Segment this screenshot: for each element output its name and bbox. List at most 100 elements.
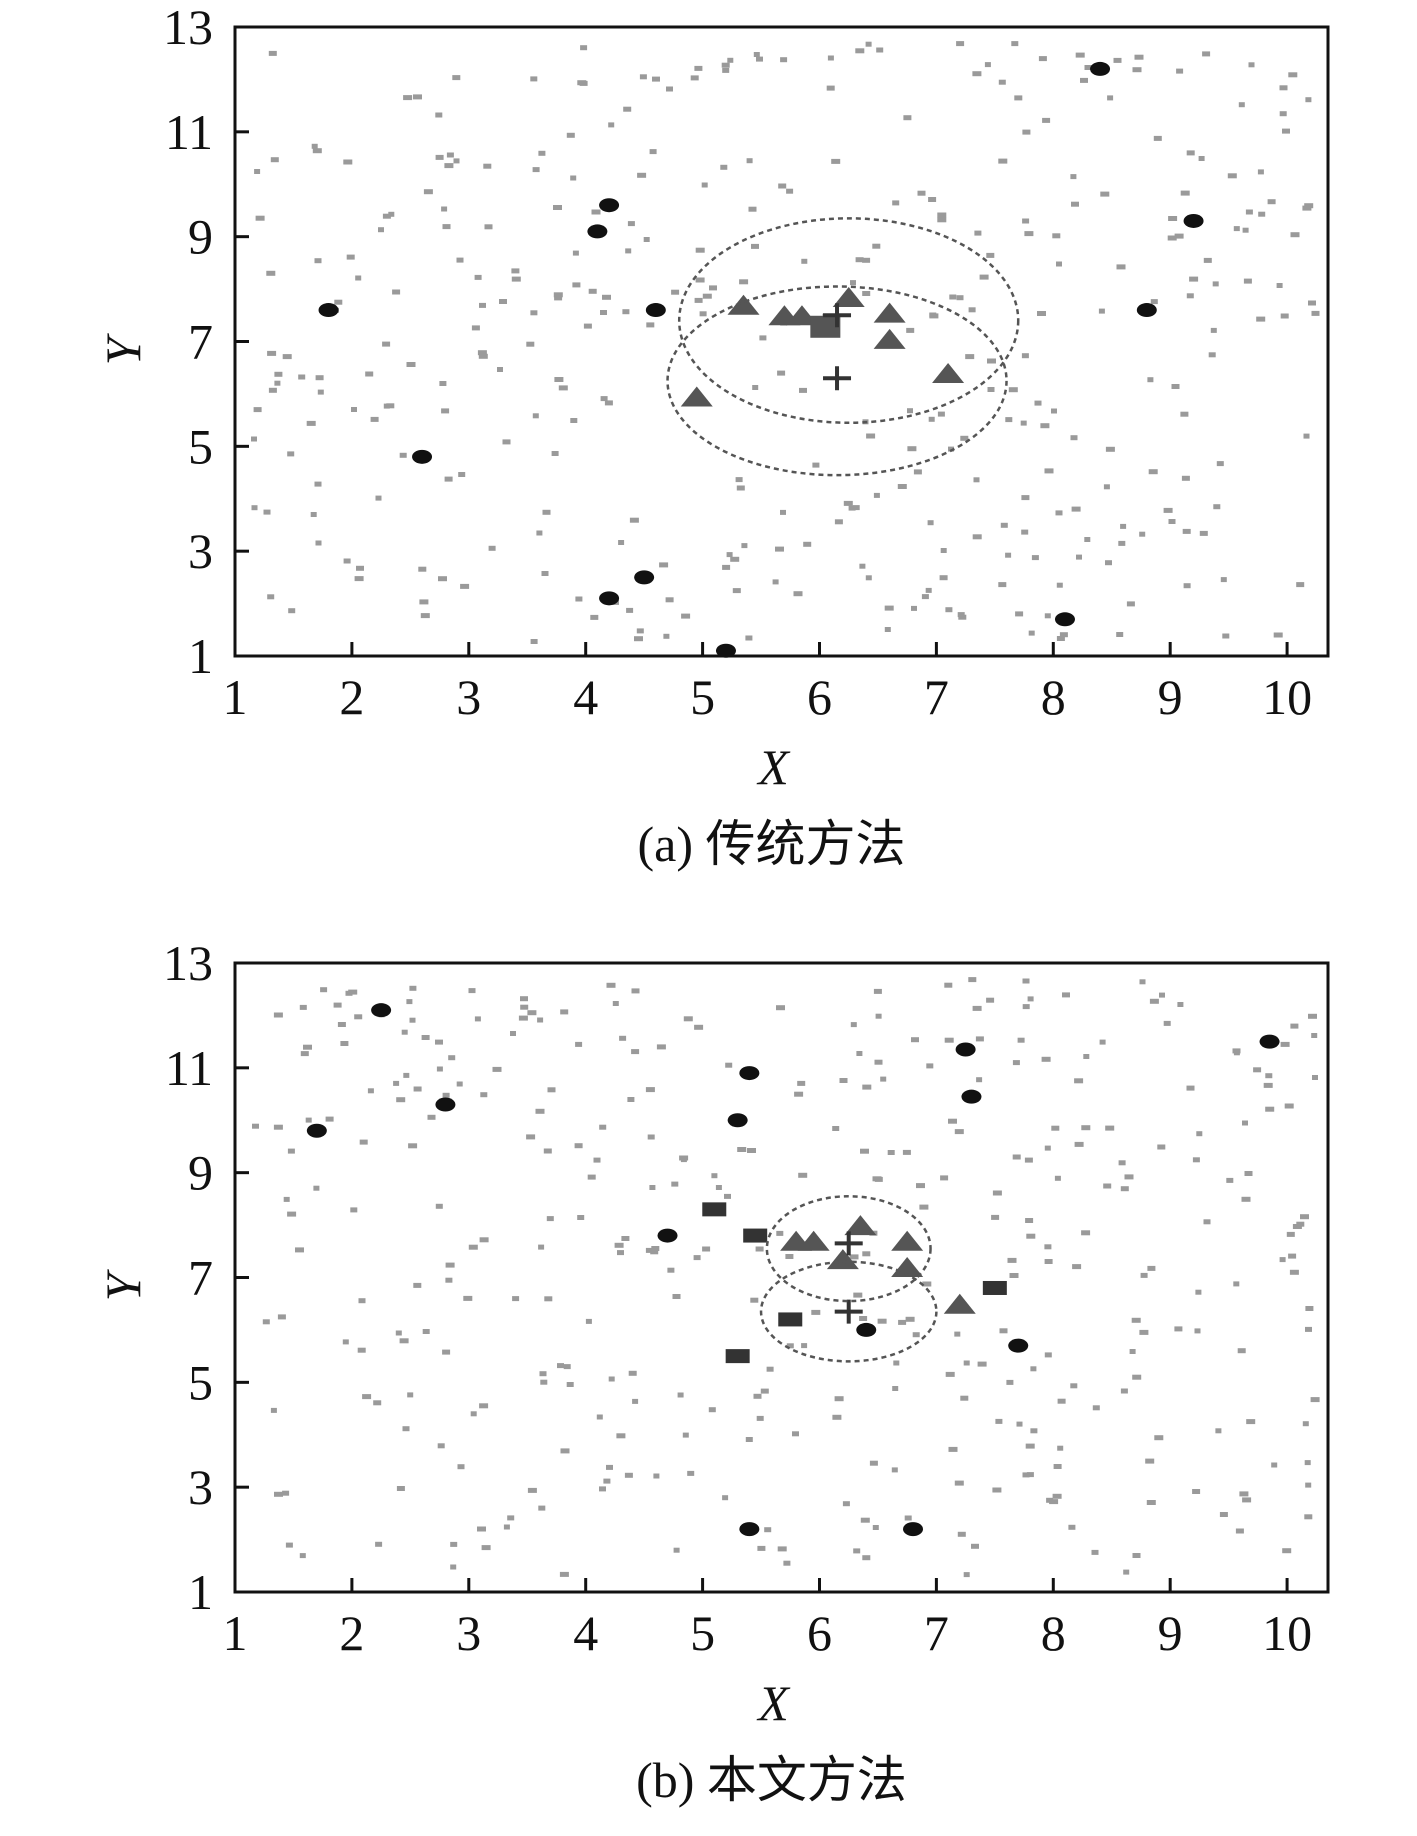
rect-point <box>725 1349 750 1364</box>
background-dot <box>1129 1349 1136 1354</box>
background-dot <box>1243 278 1252 284</box>
background-dot <box>388 211 395 217</box>
background-dot <box>1120 523 1127 529</box>
background-dot <box>478 353 488 359</box>
background-dot <box>572 282 581 288</box>
range-ellipse <box>765 1195 932 1303</box>
background-dot <box>1168 216 1178 221</box>
background-dot <box>1070 435 1078 441</box>
x-tick-label: 1 <box>223 1605 248 1661</box>
background-dot <box>826 85 835 91</box>
background-dot <box>1084 65 1093 70</box>
background-dot <box>1176 68 1184 74</box>
background-dot <box>681 613 691 619</box>
background-dot <box>532 413 539 419</box>
background-dot <box>786 188 794 194</box>
background-dot <box>874 1176 883 1182</box>
background-dot <box>453 158 460 164</box>
background-dot <box>553 292 563 298</box>
background-dot <box>419 599 429 605</box>
background-dot <box>780 509 786 515</box>
background-dot <box>1005 417 1013 423</box>
background-dot <box>532 167 540 173</box>
background-dot <box>1132 1374 1142 1380</box>
background-dot <box>1092 1405 1100 1411</box>
background-dot <box>1311 1033 1318 1038</box>
x-tick-label: 5 <box>690 669 715 725</box>
background-dot <box>963 1360 970 1366</box>
background-dot <box>1288 72 1298 78</box>
background-dot <box>1300 1214 1309 1220</box>
background-dot <box>1103 1183 1112 1189</box>
background-dot <box>1245 209 1253 215</box>
background-dot <box>724 1193 731 1199</box>
background-dot <box>1284 1103 1294 1109</box>
background-dot <box>282 354 292 360</box>
background-dot <box>1105 446 1115 452</box>
background-dot <box>499 299 507 304</box>
background-dot <box>745 1437 753 1442</box>
background-dot <box>643 237 650 242</box>
background-dot <box>511 276 521 282</box>
background-dot <box>1049 1499 1059 1505</box>
background-dot <box>444 163 454 169</box>
background-dot <box>270 1407 277 1413</box>
background-dot <box>305 1117 312 1123</box>
background-dot <box>1017 1037 1025 1043</box>
background-dot <box>1238 102 1245 108</box>
background-dot <box>862 1084 872 1090</box>
background-dot <box>891 1467 898 1473</box>
background-dot <box>1012 1154 1021 1160</box>
background-dot <box>650 1249 659 1255</box>
y-tick-label: 13 <box>163 936 213 991</box>
background-dot <box>420 613 430 619</box>
background-dot <box>783 1560 791 1566</box>
background-dot <box>720 164 728 170</box>
background-dot <box>954 1129 964 1135</box>
background-dot <box>893 1360 900 1366</box>
node-point <box>599 198 620 213</box>
background-dot <box>312 148 322 154</box>
background-dot <box>1021 495 1030 501</box>
background-dot <box>780 57 788 63</box>
background-dot <box>1279 85 1288 91</box>
background-dot <box>859 1316 868 1321</box>
x-axis: 1 2 3 4 5 6 7 8 9 10 <box>223 642 1312 725</box>
background-dot <box>963 1572 970 1578</box>
x-tick-label: 4 <box>573 669 598 725</box>
background-dot <box>421 1035 430 1040</box>
background-dot <box>693 1255 701 1261</box>
background-dot <box>917 190 926 196</box>
background-dot <box>590 614 599 620</box>
background-dot <box>672 1294 681 1299</box>
background-dot <box>1246 1419 1256 1425</box>
background-dot <box>746 158 753 164</box>
background-dot <box>987 358 996 364</box>
background-dot <box>984 62 991 68</box>
background-dot <box>832 1414 842 1420</box>
background-dot <box>778 183 787 189</box>
background-dot <box>711 1173 718 1179</box>
background-dot <box>618 540 625 545</box>
background-dot <box>606 982 616 988</box>
y-tick-label: 5 <box>188 1354 213 1410</box>
background-dot <box>956 295 964 301</box>
node-point <box>739 1066 760 1081</box>
background-dot <box>1021 529 1029 535</box>
node-point <box>318 303 339 318</box>
background-dot <box>965 354 975 360</box>
triangle-point <box>844 1215 877 1236</box>
background-dot <box>468 988 476 994</box>
background-dot <box>834 1396 844 1402</box>
background-dot <box>1196 1131 1203 1137</box>
background-dot <box>403 95 413 101</box>
background-dots <box>252 977 1320 1578</box>
background-dot <box>616 1433 626 1439</box>
background-dot <box>1140 1272 1148 1278</box>
background-dot <box>1132 1553 1141 1558</box>
background-dot <box>690 75 699 81</box>
background-dot <box>547 1087 556 1093</box>
background-dot <box>972 534 982 540</box>
background-dot <box>1215 1428 1222 1434</box>
background-dot <box>1267 199 1276 205</box>
